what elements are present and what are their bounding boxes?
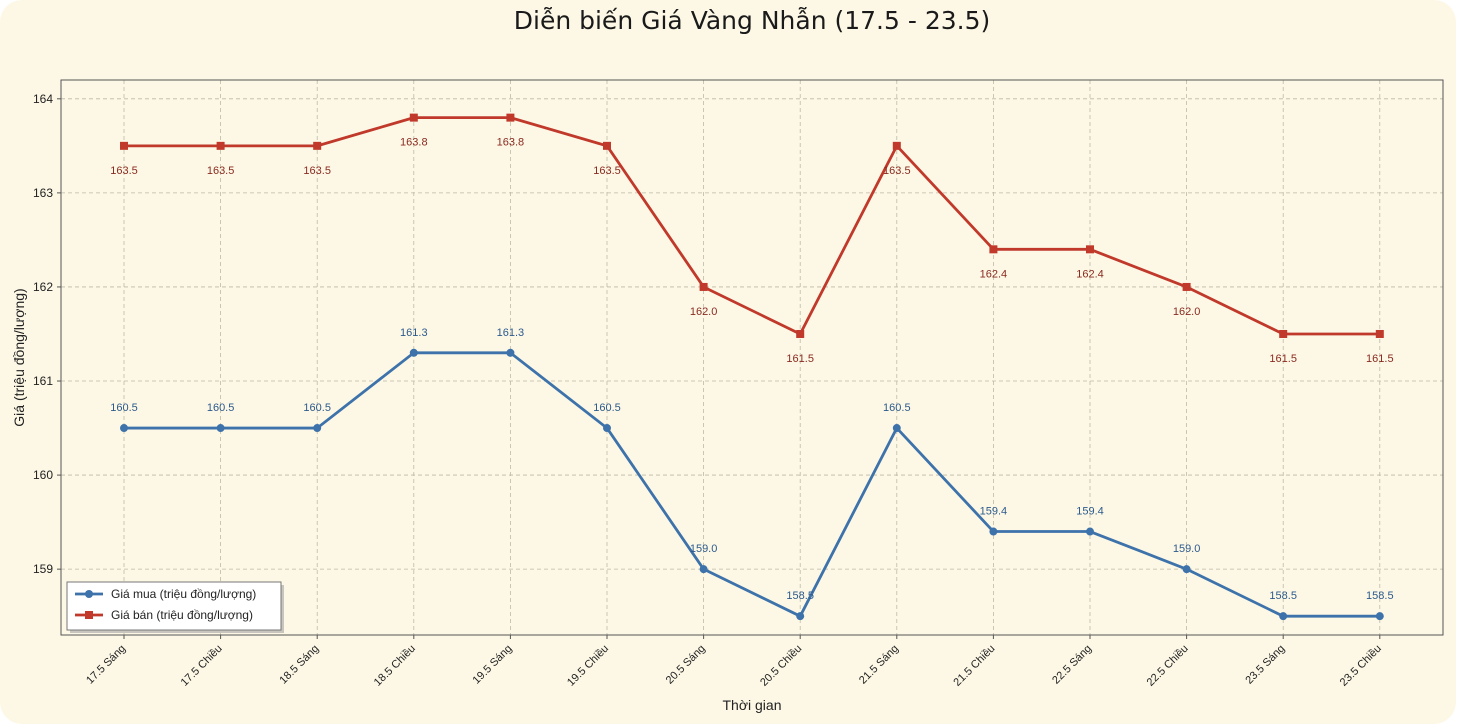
data-label: 163.5: [593, 165, 621, 177]
data-label: 160.5: [593, 402, 621, 414]
data-point: [409, 348, 418, 357]
data-label: 161.5: [786, 353, 814, 365]
data-label: 161.5: [1269, 353, 1297, 365]
data-point: [989, 245, 998, 254]
x-tick-label: 19.5 Sáng: [471, 643, 515, 687]
data-point: [216, 424, 225, 433]
x-tick-label: 17.5 Chiều: [179, 643, 225, 689]
data-label: 159.4: [980, 506, 1008, 518]
grid: [61, 80, 1443, 635]
legend-marker: [85, 611, 93, 619]
data-label: 163.5: [883, 165, 911, 177]
data-point: [216, 141, 225, 150]
x-tick-label: 23.5 Sáng: [1243, 643, 1287, 687]
data-label: 161.3: [497, 327, 525, 339]
data-point: [1086, 245, 1094, 254]
data-point: [1375, 612, 1384, 621]
data-label: 163.8: [497, 137, 525, 149]
data-label: 163.8: [400, 137, 428, 149]
x-tick-label: 17.5 Sáng: [84, 643, 128, 687]
x-tick-label: 21.5 Chiều: [951, 643, 997, 689]
x-tick-label: 21.5 Sáng: [857, 643, 901, 687]
y-axis-label: Giá (triệu đồng/lượng): [11, 288, 27, 426]
data-label: 163.5: [110, 165, 138, 177]
y-tick-label: 161: [33, 374, 53, 388]
data-label: 159.0: [1173, 543, 1201, 555]
data-point: [120, 141, 128, 150]
x-axis-ticks: 17.5 Sáng 17.5 Chiều 18.5 Sáng 18.5 Chiều 19…: [84, 635, 1384, 689]
plot-area: [61, 80, 1443, 635]
legend: Giá mua (triệu đồng/lượng) Giá bán (triệu…: [66, 581, 284, 633]
y-tick-label: 159: [33, 562, 53, 576]
y-tick-label: 163: [33, 186, 53, 200]
data-label: 160.5: [303, 402, 331, 414]
data-point: [989, 527, 998, 536]
data-point: [892, 141, 901, 150]
data-point: [506, 348, 515, 357]
series-layer: 160.5 160.5 160.5 161.3 161.3 160.5 159.0 158.5…: [110, 113, 1394, 621]
y-axis-ticks: 159 160 161 162 163 164: [33, 92, 61, 576]
data-point: [796, 612, 805, 621]
legend-label: Giá mua (triệu đồng/lượng): [111, 587, 256, 601]
data-label: 159.0: [690, 543, 718, 555]
data-point: [1086, 527, 1094, 536]
series-line: [124, 351, 1380, 618]
data-label: 163.5: [207, 165, 235, 177]
chart-title: Diễn biến Giá Vàng Nhẫn (17.5 - 23.5): [513, 6, 991, 35]
data-label: 162.4: [980, 268, 1008, 280]
data-point: [313, 141, 322, 150]
legend-marker: [85, 590, 93, 598]
data-label: 161.3: [400, 327, 428, 339]
legend-box: [66, 581, 282, 631]
data-point: [1375, 329, 1384, 338]
y-tick-label: 164: [33, 92, 53, 106]
data-point: [603, 141, 611, 150]
x-tick-label: 20.5 Chiều: [758, 643, 804, 689]
data-point: [506, 113, 515, 122]
data-label: 161.5: [1366, 353, 1394, 365]
x-tick-label: 22.5 Sáng: [1050, 643, 1094, 687]
series-1: 160.5 160.5 160.5 161.3 161.3 160.5 159.0 158.5…: [110, 327, 1394, 621]
data-label: 162.4: [1076, 268, 1104, 280]
x-tick-label: 20.5 Sáng: [664, 643, 708, 687]
data-label: 159.4: [1076, 506, 1104, 518]
plot-frame: [60, 79, 1444, 636]
data-point: [313, 424, 322, 433]
data-label: 162.0: [1173, 306, 1201, 318]
y-tick-label: 160: [33, 468, 53, 482]
data-label: 158.5: [1366, 590, 1394, 602]
x-tick-label: 19.5 Chiều: [565, 643, 611, 689]
data-label: 158.5: [1269, 590, 1297, 602]
data-point: [699, 565, 708, 574]
legend-label: Giá bán (triệu đồng/lượng): [111, 608, 253, 622]
x-tick-label: 18.5 Chiều: [372, 643, 418, 689]
data-point: [409, 113, 418, 122]
x-axis-label: Thời gian: [723, 697, 782, 713]
data-label: 163.5: [303, 165, 331, 177]
x-tick-label: 23.5 Chiều: [1338, 643, 1384, 689]
data-point: [796, 329, 805, 338]
data-point: [1182, 282, 1191, 291]
data-point: [1182, 565, 1191, 574]
data-point: [603, 424, 611, 433]
data-label: 158.5: [786, 590, 814, 602]
x-tick-label: 18.5 Sáng: [277, 643, 321, 687]
series-line: [124, 116, 1380, 336]
data-point: [892, 424, 901, 433]
data-point: [1279, 329, 1288, 338]
data-point: [1279, 612, 1288, 621]
data-label: 160.5: [207, 402, 235, 414]
series-2: 163.5 163.5 163.5 163.8 163.8 163.5 162.0 161.5…: [110, 113, 1394, 365]
data-point: [120, 424, 128, 433]
data-point: [699, 282, 708, 291]
data-label: 160.5: [883, 402, 911, 414]
data-label: 162.0: [690, 306, 718, 318]
x-tick-label: 22.5 Chiều: [1145, 643, 1191, 689]
y-tick-label: 162: [33, 280, 53, 294]
data-label: 160.5: [110, 402, 138, 414]
